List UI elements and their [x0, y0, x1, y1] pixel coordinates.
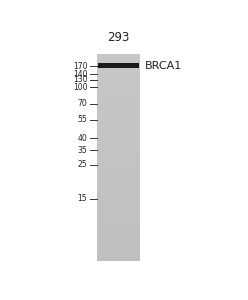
Bar	[97, 253, 140, 255]
Bar	[97, 103, 140, 106]
Bar	[97, 70, 140, 73]
Bar	[97, 93, 140, 96]
Bar	[97, 108, 140, 111]
Bar	[97, 77, 140, 80]
Text: 293: 293	[107, 31, 130, 44]
Text: 130: 130	[73, 75, 87, 84]
Bar	[97, 248, 140, 250]
Bar	[97, 255, 140, 258]
Bar	[97, 67, 140, 70]
Text: 40: 40	[78, 134, 87, 142]
Bar	[97, 134, 140, 137]
Bar	[97, 196, 140, 199]
Bar	[97, 57, 140, 60]
Bar	[97, 250, 140, 253]
Bar	[97, 90, 140, 93]
Bar	[97, 227, 140, 230]
Bar	[97, 147, 140, 150]
Bar	[97, 170, 140, 173]
Bar	[97, 98, 140, 101]
Text: 140: 140	[73, 70, 87, 79]
Text: 15: 15	[78, 194, 87, 203]
Bar	[97, 88, 140, 91]
Text: 25: 25	[78, 160, 87, 169]
Bar	[97, 121, 140, 124]
Bar	[97, 162, 140, 165]
Bar	[97, 59, 140, 62]
Text: 170: 170	[73, 61, 87, 70]
Bar	[97, 206, 140, 209]
Bar	[97, 149, 140, 152]
Bar	[97, 80, 140, 83]
Bar	[97, 137, 140, 140]
Bar	[97, 224, 140, 227]
Bar	[97, 222, 140, 224]
Bar	[97, 175, 140, 178]
Bar	[97, 55, 140, 260]
Bar	[97, 82, 140, 85]
Bar	[97, 258, 140, 260]
Text: 100: 100	[73, 83, 87, 92]
Bar	[97, 168, 140, 170]
Bar	[97, 212, 140, 214]
Bar	[97, 160, 140, 163]
Bar	[97, 100, 140, 103]
Bar	[97, 118, 140, 122]
Bar	[97, 144, 140, 147]
Bar	[97, 126, 140, 129]
Bar	[97, 183, 140, 186]
Text: BRCA1: BRCA1	[145, 61, 183, 70]
Text: 55: 55	[78, 115, 87, 124]
Bar	[97, 219, 140, 222]
Bar	[97, 217, 140, 219]
Bar	[97, 113, 140, 116]
Bar	[97, 237, 140, 240]
Text: 35: 35	[78, 146, 87, 154]
Bar	[97, 245, 140, 248]
Bar	[97, 214, 140, 217]
Bar	[97, 230, 140, 232]
Bar	[97, 165, 140, 168]
Bar	[97, 240, 140, 242]
Bar	[97, 173, 140, 175]
Bar	[97, 181, 140, 183]
Bar	[97, 152, 140, 155]
Bar	[97, 54, 140, 57]
Bar	[97, 124, 140, 127]
Bar	[97, 193, 140, 196]
Bar	[97, 85, 140, 88]
Bar	[97, 64, 140, 68]
Bar	[97, 155, 140, 158]
Bar	[97, 235, 140, 237]
Bar	[97, 199, 140, 201]
Bar	[97, 201, 140, 204]
Bar	[97, 111, 140, 114]
Bar	[97, 204, 140, 206]
Text: 70: 70	[78, 99, 87, 108]
Bar	[97, 131, 140, 134]
Bar	[97, 75, 140, 78]
Bar	[97, 191, 140, 194]
Bar	[97, 186, 140, 188]
Bar	[97, 129, 140, 132]
Bar	[97, 95, 140, 98]
Bar	[97, 188, 140, 191]
Bar	[97, 139, 140, 142]
Bar	[97, 72, 140, 75]
Bar	[97, 232, 140, 235]
Bar	[97, 62, 140, 65]
Bar	[97, 242, 140, 245]
Bar	[97, 209, 140, 211]
Bar	[97, 106, 140, 109]
Bar	[97, 178, 140, 181]
Bar	[97, 157, 140, 160]
Bar	[97, 142, 140, 145]
Bar	[98, 63, 139, 68]
Bar	[97, 116, 140, 119]
